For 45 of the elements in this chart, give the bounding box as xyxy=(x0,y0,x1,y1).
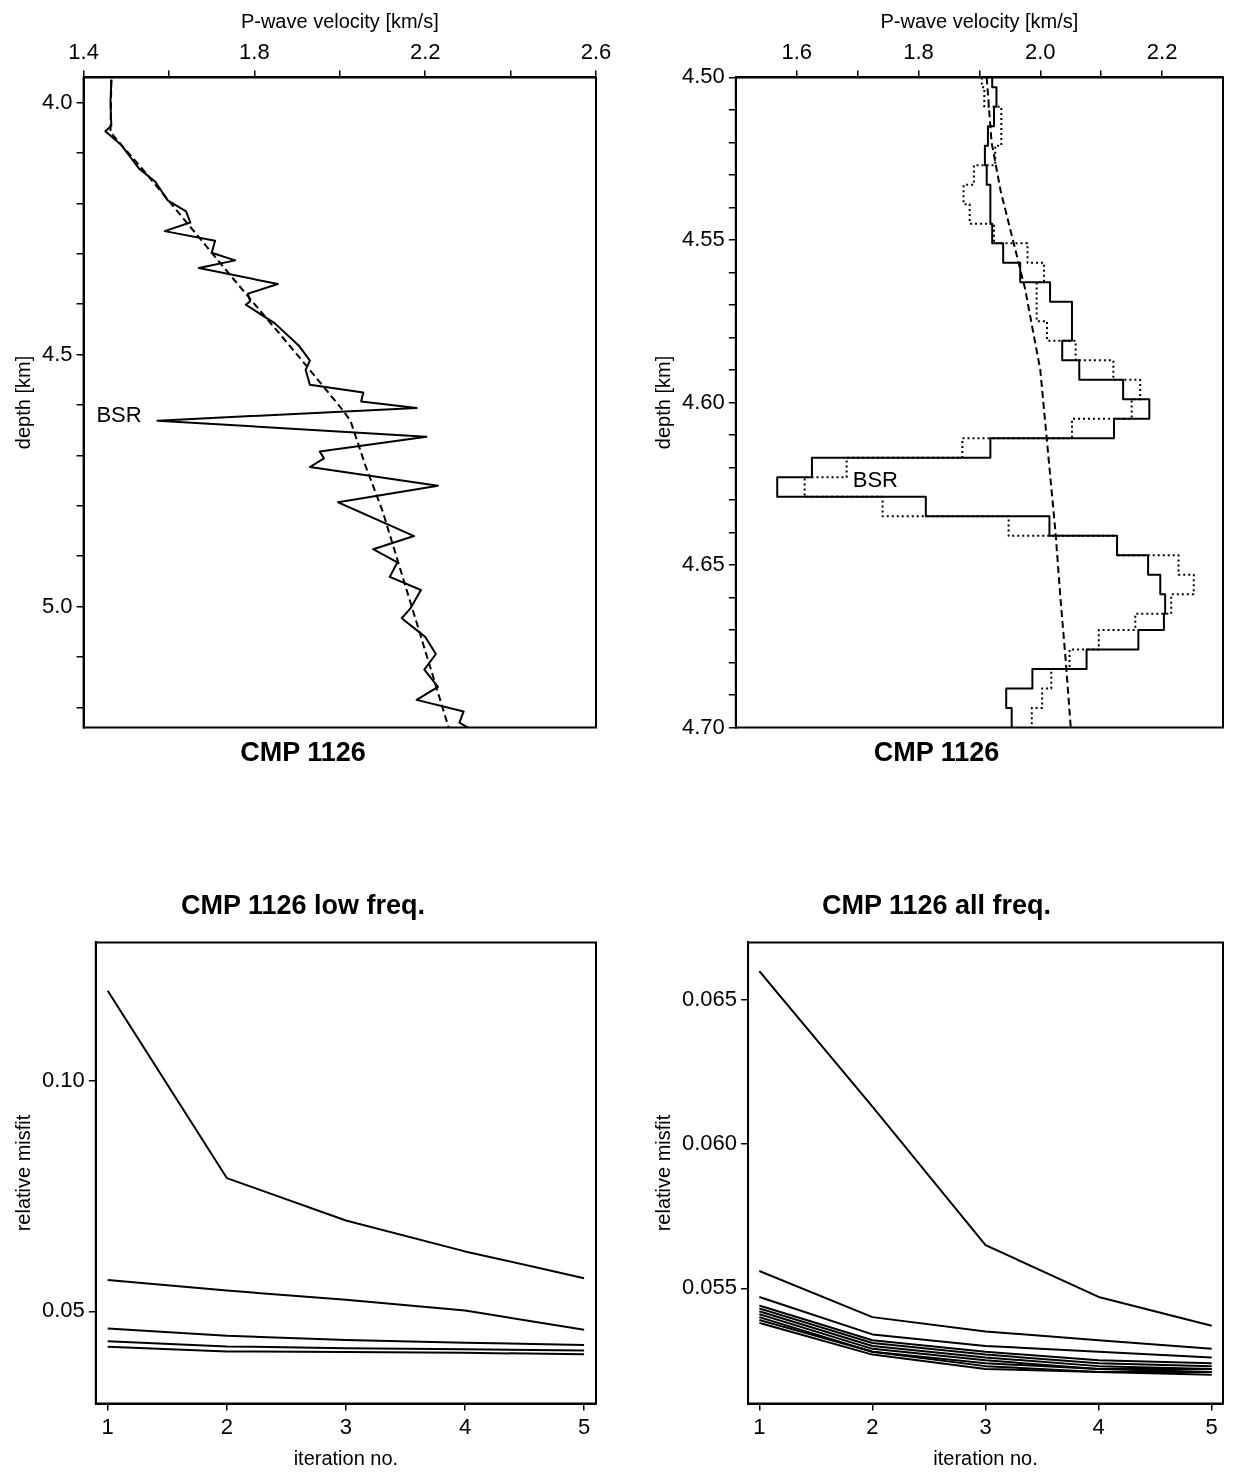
x-tick-label: 2.2 xyxy=(409,39,441,65)
y-tick-label: 0.060 xyxy=(681,1130,738,1156)
x-tick-label: 1.6 xyxy=(781,39,813,65)
x-axis-title: iteration no. xyxy=(293,1446,399,1469)
x-tick-label: 4 xyxy=(1092,1413,1105,1439)
x-axis-title: P-wave velocity [km/s] xyxy=(240,9,439,32)
y-tick-label: 4.65 xyxy=(681,551,725,577)
x-tick-label: 4 xyxy=(458,1413,472,1439)
y-axis-title: relative misfit xyxy=(11,1114,34,1232)
y-tick-label: 4.5 xyxy=(41,340,73,366)
y-axis-title: depth [km] xyxy=(11,355,34,450)
text: CMP 1126 xyxy=(873,737,1000,768)
annotation: BSR xyxy=(96,401,142,427)
x-tick-label: 1.4 xyxy=(68,39,99,65)
y-tick-label: 4.50 xyxy=(681,63,725,89)
x-tick-label: 1 xyxy=(101,1413,114,1439)
y-tick-label: 0.065 xyxy=(681,986,738,1012)
y-axis-title: depth [km] xyxy=(651,355,674,450)
text: CMP 1126 xyxy=(240,737,366,768)
y-tick-label: 4.0 xyxy=(41,88,73,114)
y-tick-label: 0.10 xyxy=(41,1066,85,1092)
x-tick-label: 1.8 xyxy=(239,39,270,65)
annotation: BSR xyxy=(852,466,898,492)
x-tick-label: 1.8 xyxy=(903,39,934,65)
x-tick-label: 5 xyxy=(577,1413,591,1439)
x-tick-label: 1 xyxy=(753,1413,766,1439)
y-axis-title: relative misfit xyxy=(651,1114,674,1232)
y-tick-label: 4.70 xyxy=(681,713,725,739)
x-tick-label: 3 xyxy=(339,1413,353,1439)
x-axis-title: iteration no. xyxy=(933,1446,1038,1469)
x-tick-label: 2 xyxy=(220,1413,233,1439)
x-tick-label: 5 xyxy=(1205,1413,1218,1439)
x-tick-label: 2.2 xyxy=(1146,39,1178,65)
y-tick-label: 5.0 xyxy=(41,592,73,618)
x-tick-label: 2.0 xyxy=(1025,39,1056,65)
x-tick-label: 2.6 xyxy=(580,39,612,65)
x-tick-label: 2 xyxy=(866,1413,879,1439)
chart-title: CMP 1126 all freq. xyxy=(821,889,1052,920)
y-tick-label: 4.60 xyxy=(681,388,725,414)
y-tick-label: 0.055 xyxy=(681,1274,738,1300)
y-tick-label: 4.55 xyxy=(681,226,725,252)
x-tick-label: 3 xyxy=(979,1413,992,1439)
chart-title: CMP 1126 low freq. xyxy=(180,889,426,920)
x-axis-title: P-wave velocity [km/s] xyxy=(880,9,1079,32)
y-tick-label: 0.05 xyxy=(41,1297,85,1323)
